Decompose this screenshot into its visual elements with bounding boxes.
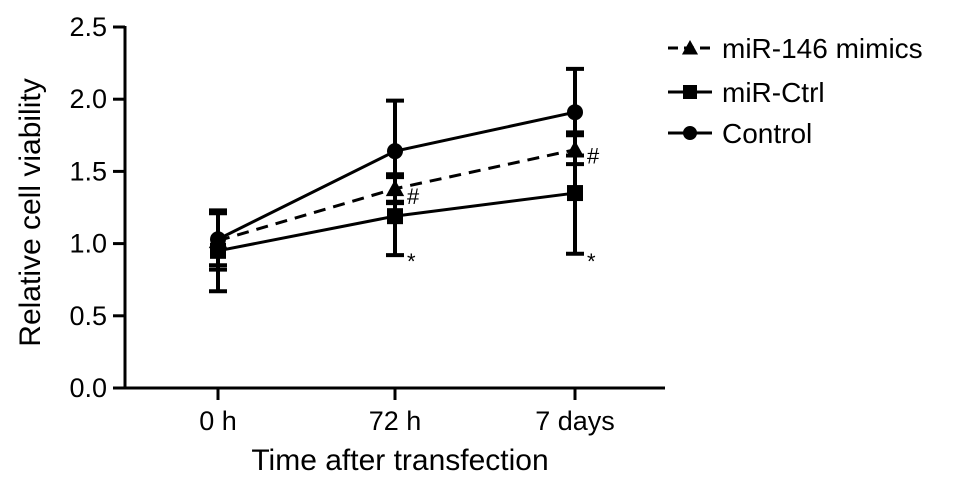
legend-label: miR-Ctrl [722, 77, 825, 108]
circle-marker [683, 126, 697, 140]
y-tick-label: 0.0 [69, 373, 107, 403]
significance-label: # [407, 184, 420, 209]
series-2 [209, 66, 584, 268]
significance-label: # [587, 144, 600, 169]
legend-item: miR-Ctrl [668, 77, 825, 108]
series-1 [209, 130, 584, 294]
significance-label: * [407, 249, 416, 274]
annotations: # # * * [407, 144, 600, 275]
x-tick-label: 0 h [199, 406, 237, 436]
legend-item: Control [668, 118, 812, 149]
y-tick-label: 1.5 [69, 156, 107, 186]
y-axis-title: Relative cell viability [14, 78, 47, 346]
x-axis-title: Time after transfection [251, 444, 548, 477]
legend-item: miR-146 mimics [668, 33, 923, 64]
y-tick-label: 0.5 [69, 301, 107, 331]
square-marker [567, 185, 583, 202]
x-tick-label: 7 days [535, 406, 615, 436]
legend: miR-146 mimics miR-Ctrl Control [668, 33, 923, 149]
x-axis-ticks: 0 h 72 h 7 days [199, 388, 615, 436]
square-marker [387, 208, 403, 225]
legend-label: miR-146 mimics [722, 33, 923, 64]
circle-marker [387, 143, 403, 160]
significance-label: * [587, 249, 596, 274]
circle-marker [210, 231, 226, 248]
circle-marker [567, 104, 583, 121]
y-tick-label: 2.0 [69, 84, 107, 114]
series-layer [208, 66, 585, 294]
y-tick-label: 1.0 [69, 229, 107, 259]
triangle-marker [681, 39, 699, 55]
y-tick-label: 2.5 [69, 12, 107, 42]
square-marker [683, 85, 697, 99]
y-axis-ticks: 0.0 0.5 1.0 1.5 2.0 2.5 [69, 12, 125, 403]
x-tick-label: 72 h [369, 406, 422, 436]
legend-label: Control [722, 118, 812, 149]
